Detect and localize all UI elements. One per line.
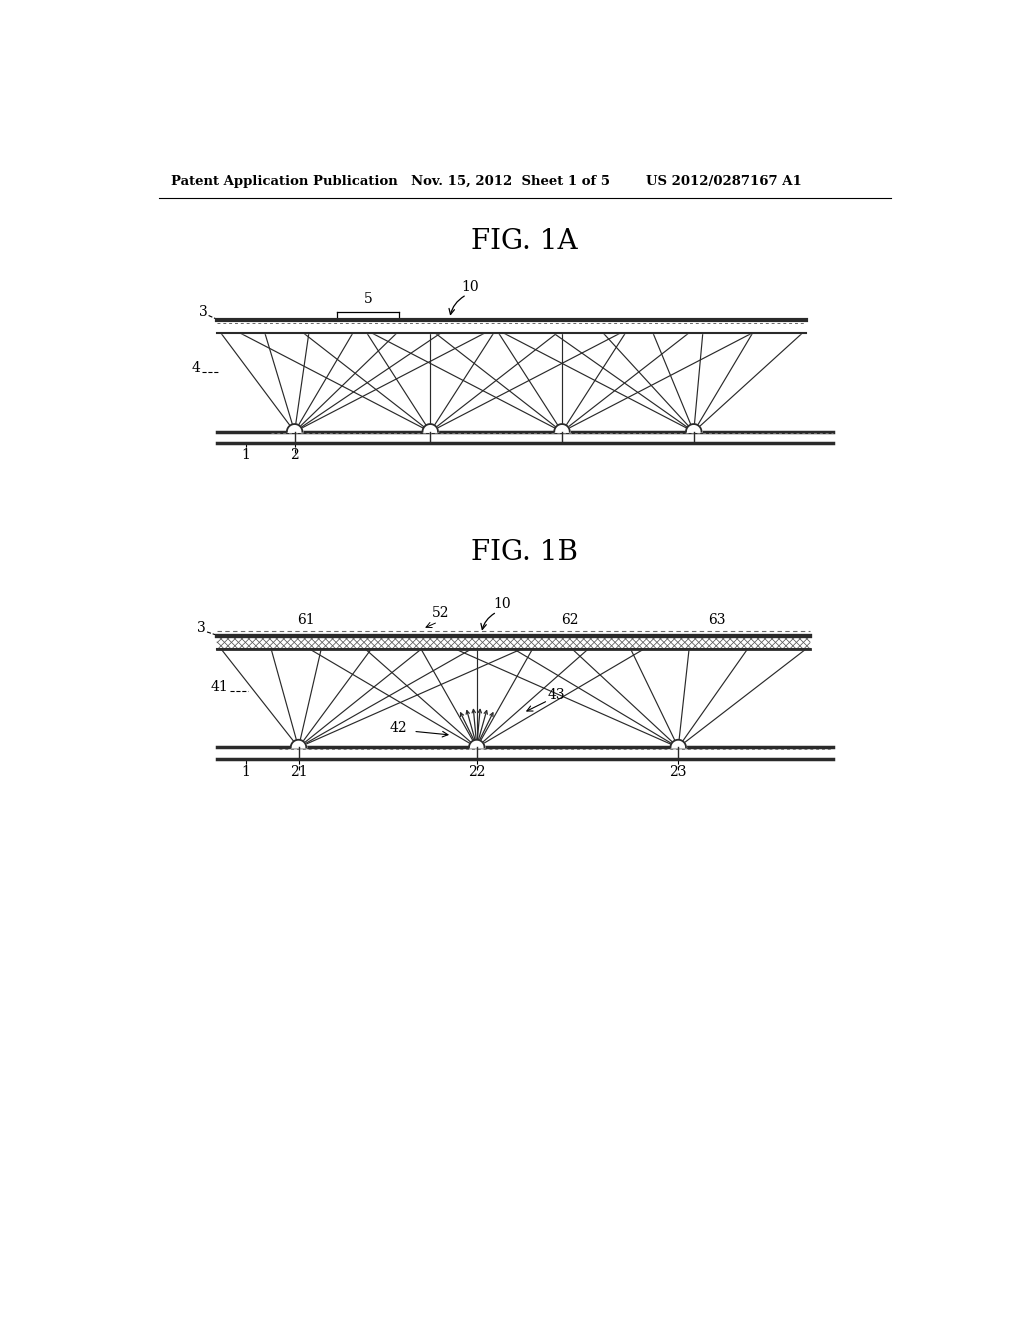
Text: 41: 41 xyxy=(211,680,228,694)
Text: Nov. 15, 2012  Sheet 1 of 5: Nov. 15, 2012 Sheet 1 of 5 xyxy=(411,174,610,187)
Text: Patent Application Publication: Patent Application Publication xyxy=(171,174,397,187)
Text: 2: 2 xyxy=(290,447,299,462)
Text: FIG. 1A: FIG. 1A xyxy=(471,227,579,255)
Text: 4: 4 xyxy=(191,360,200,375)
Text: FIG. 1B: FIG. 1B xyxy=(471,540,579,566)
Text: 22: 22 xyxy=(468,766,485,779)
Text: 10: 10 xyxy=(494,597,511,611)
Text: US 2012/0287167 A1: US 2012/0287167 A1 xyxy=(646,174,802,187)
Text: 63: 63 xyxy=(709,612,726,627)
Text: 42: 42 xyxy=(389,721,407,735)
Text: 62: 62 xyxy=(561,612,579,627)
Text: 10: 10 xyxy=(461,280,479,294)
Text: 21: 21 xyxy=(290,766,307,779)
Text: 23: 23 xyxy=(670,766,687,779)
Text: 3: 3 xyxy=(199,305,208,319)
Text: 1: 1 xyxy=(242,447,250,462)
Text: 52: 52 xyxy=(431,606,450,620)
Text: 1: 1 xyxy=(242,766,250,779)
Text: 3: 3 xyxy=(197,620,206,635)
Text: 43: 43 xyxy=(548,688,565,702)
Text: 61: 61 xyxy=(297,612,315,627)
Text: 5: 5 xyxy=(364,292,373,306)
